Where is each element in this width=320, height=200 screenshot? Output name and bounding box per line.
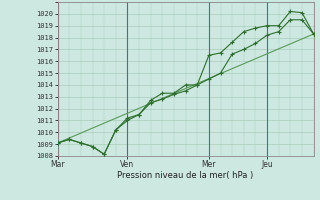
X-axis label: Pression niveau de la mer( hPa ): Pression niveau de la mer( hPa )	[117, 171, 254, 180]
